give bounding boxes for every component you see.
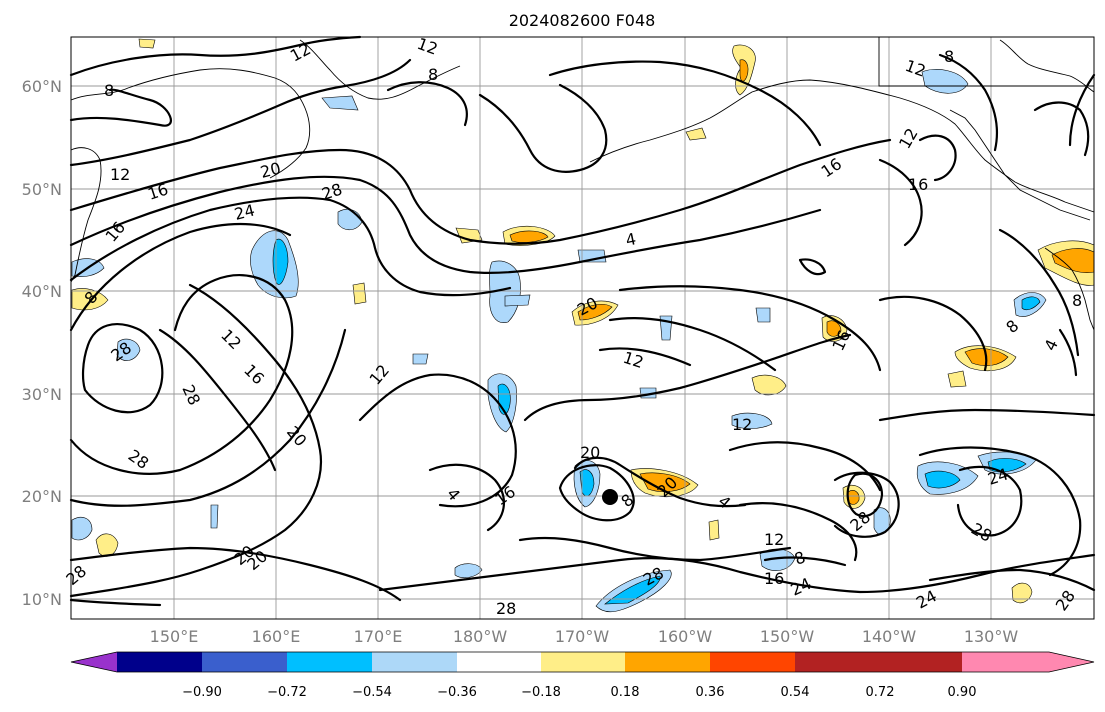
lat-label: 60°N — [22, 77, 62, 96]
contour-label: 4 — [624, 229, 638, 250]
colorbar-tick-label: −0.90 — [182, 685, 222, 700]
map-title: 2024082600 F048 — [509, 11, 656, 30]
lat-label: 30°N — [22, 385, 62, 404]
lat-axis-labels: 60°N 50°N 40°N 30°N 20°N 10°N — [22, 77, 62, 609]
map-panel: 12 8 8 12 8 12 16 20 28 24 16 8 4 16 12 … — [62, 34, 1096, 620]
lon-label: 160°W — [658, 627, 713, 646]
colorbar-swatch — [202, 652, 287, 672]
gridlines — [71, 37, 1094, 619]
colorbar-high-extend — [880, 652, 962, 672]
colorbar-swatch — [795, 652, 880, 672]
colorbar-swatch — [541, 652, 625, 672]
colorbar-swatch — [117, 652, 202, 672]
lon-axis-labels: 150°E 160°E 170°E 180°W 170°W 160°W 150°… — [150, 627, 1019, 646]
colorbar-tick-label: 0.36 — [696, 685, 725, 700]
colorbar-tick-label: 0.18 — [611, 685, 640, 700]
contour-label: 16 — [764, 569, 784, 588]
lat-label: 40°N — [22, 282, 62, 301]
lat-label: 50°N — [22, 180, 62, 199]
contour-label: 12 — [764, 530, 784, 549]
contour-label: 12 — [110, 165, 130, 184]
contour-lines — [69, 35, 1096, 607]
lat-label: 10°N — [22, 590, 62, 609]
lon-label: 180°W — [453, 627, 508, 646]
lat-label: 20°N — [22, 487, 62, 506]
colorbar-swatch — [625, 652, 710, 672]
contour-label: 28 — [496, 599, 516, 618]
colorbar-tick-label: −0.72 — [267, 685, 307, 700]
colorbar-tick-label: −0.18 — [521, 685, 561, 700]
contour-label: 8 — [428, 65, 438, 84]
map-frame — [70, 36, 1095, 620]
storm-center-marker — [602, 489, 618, 505]
lon-label: 150°E — [150, 627, 199, 646]
coastlines — [70, 37, 1095, 331]
colorbar-tick-label: 0.90 — [948, 685, 977, 700]
contour-label: 12 — [732, 415, 752, 434]
lon-label: 130°W — [964, 627, 1019, 646]
colorbar-low-extend — [71, 652, 117, 672]
contour-label: 20 — [580, 443, 600, 462]
colorbar-tick-label: 0.54 — [781, 685, 810, 700]
colorbar-tick-label: −0.54 — [352, 685, 392, 700]
contour-label: 24 — [232, 201, 256, 224]
colorbar: −0.90 −0.72 −0.54 −0.36 −0.18 0.18 0.36 … — [70, 651, 1095, 700]
lon-label: 160°E — [252, 627, 301, 646]
colorbar-swatch — [710, 652, 795, 672]
colorbar-tick-label: 0.72 — [866, 685, 895, 700]
colorbar-high-tail — [962, 652, 1094, 672]
contour-label: 8 — [944, 47, 954, 66]
contour-label: 16 — [908, 175, 928, 194]
lon-label: 170°E — [354, 627, 403, 646]
colorbar-swatch — [457, 652, 541, 672]
colorbar-swatch — [372, 652, 457, 672]
lon-label: 170°W — [555, 627, 610, 646]
colorbar-tick-label: −0.36 — [437, 685, 477, 700]
contour-label: 8 — [1072, 291, 1082, 310]
shaded-field — [71, 38, 1095, 613]
colorbar-swatch — [287, 652, 372, 672]
lon-label: 150°W — [760, 627, 815, 646]
contour-label: 8 — [104, 81, 114, 100]
lon-label: 140°W — [862, 627, 917, 646]
contour-label: 20 — [258, 159, 282, 182]
